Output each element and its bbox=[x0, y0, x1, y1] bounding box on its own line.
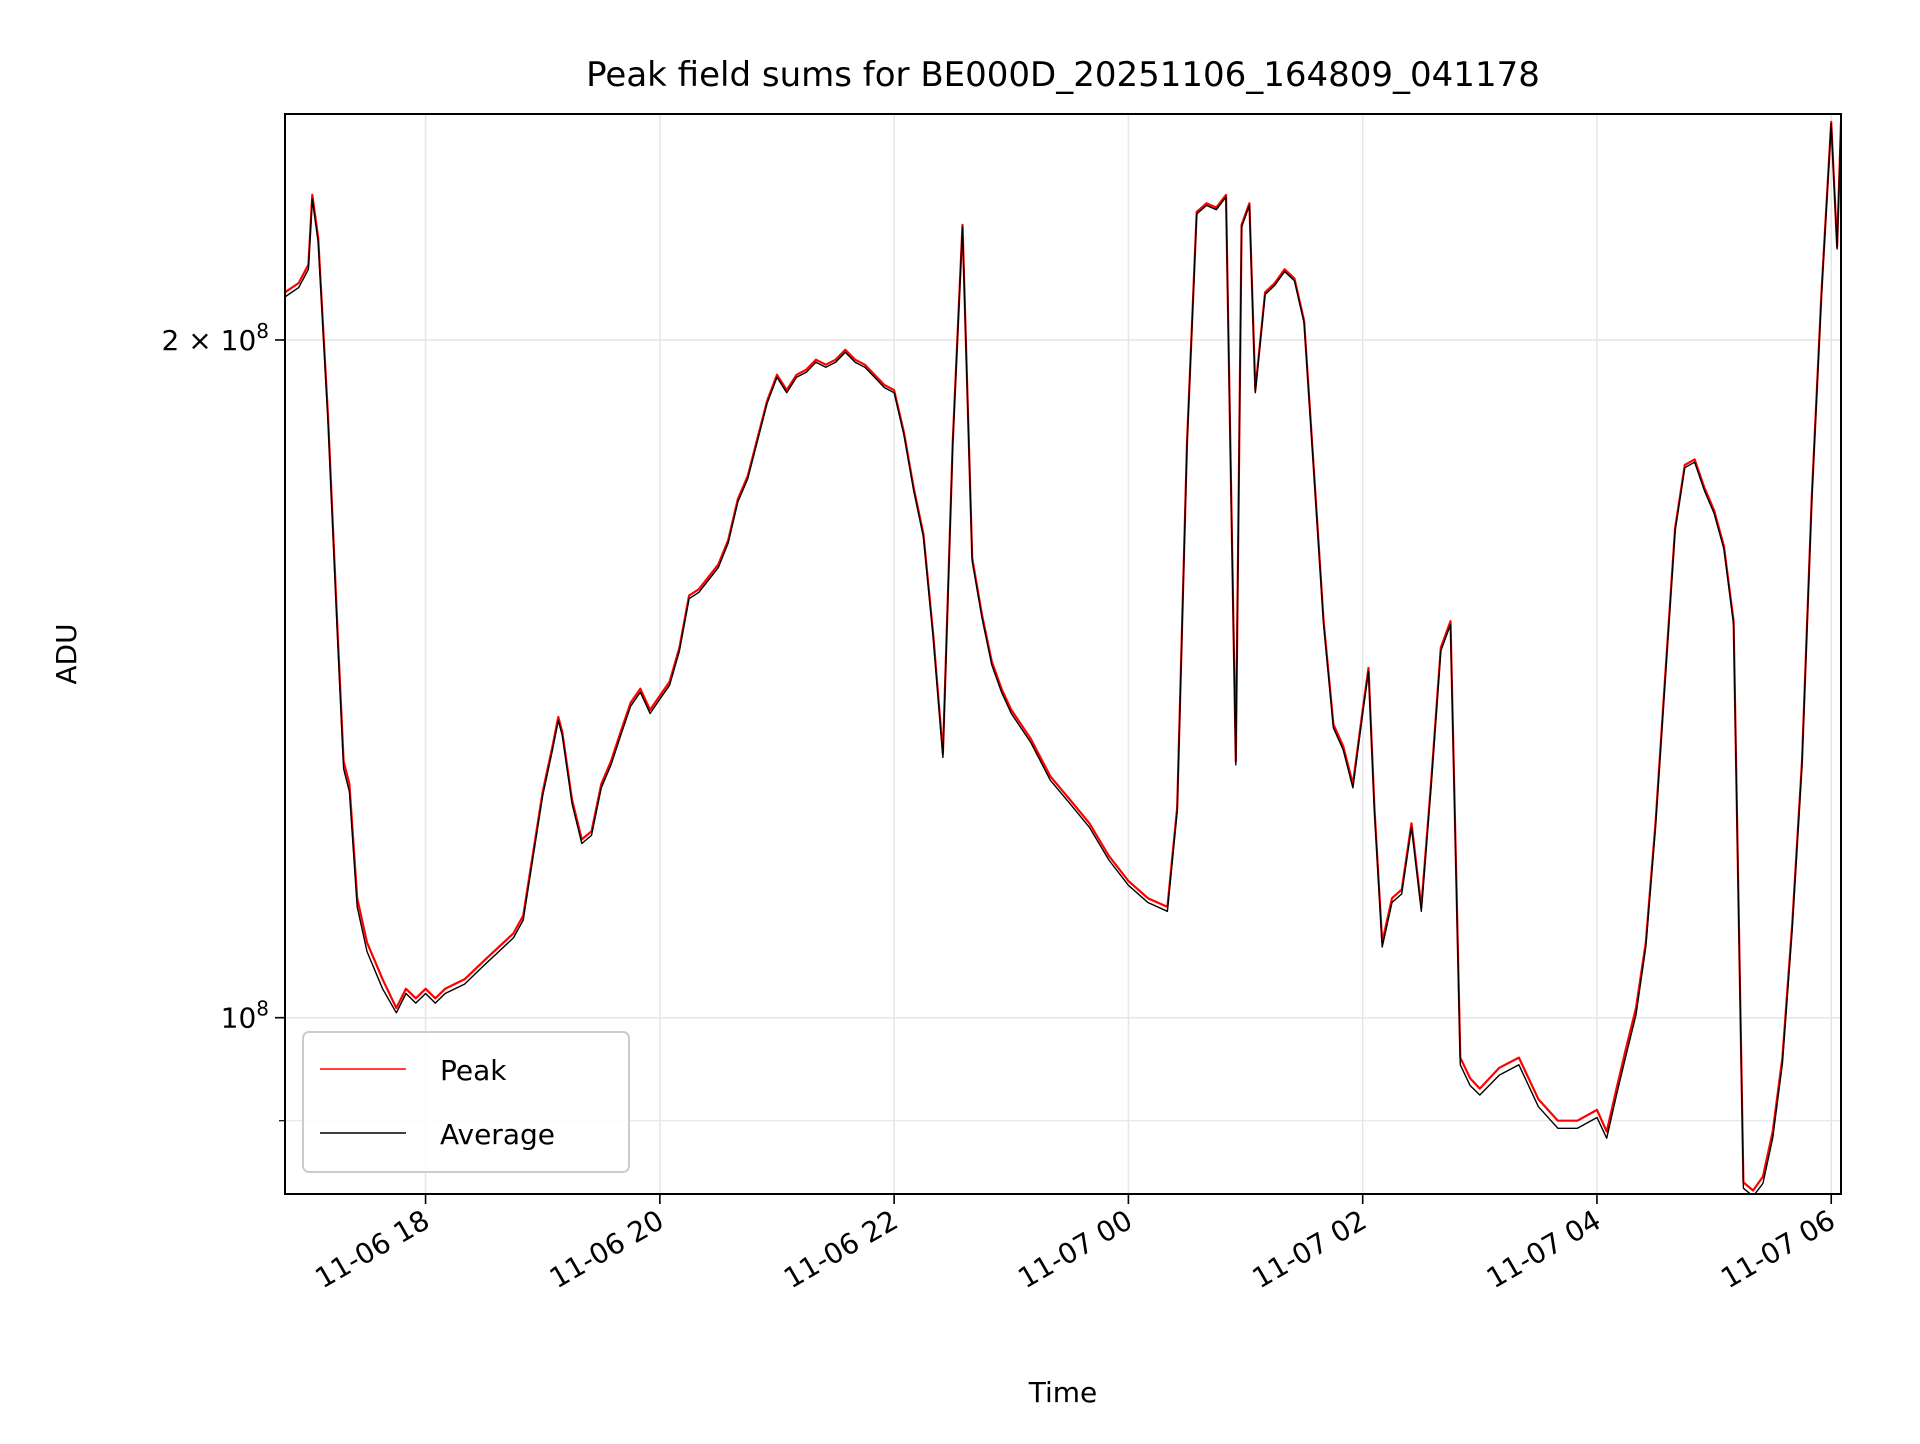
plot-frame bbox=[284, 113, 1842, 1195]
grid-layer bbox=[285, 114, 1841, 1194]
legend: Peak Average bbox=[302, 1031, 630, 1173]
y-axis-label: ADU bbox=[50, 623, 83, 684]
chart-title: Peak field sums for BE000D_20251106_1648… bbox=[586, 55, 1540, 95]
x-axis-label: Time bbox=[1028, 1376, 1098, 1409]
legend-box bbox=[302, 1031, 630, 1173]
series-layer bbox=[285, 120, 1841, 1194]
series-line-average bbox=[285, 122, 1841, 1194]
y-tick-label: 108 bbox=[221, 997, 269, 1035]
legend-label-average: Average bbox=[440, 1118, 555, 1151]
series-line-peak bbox=[285, 120, 1841, 1192]
legend-label-peak: Peak bbox=[440, 1054, 507, 1087]
y-tick-label: 2 × 108 bbox=[162, 319, 269, 357]
